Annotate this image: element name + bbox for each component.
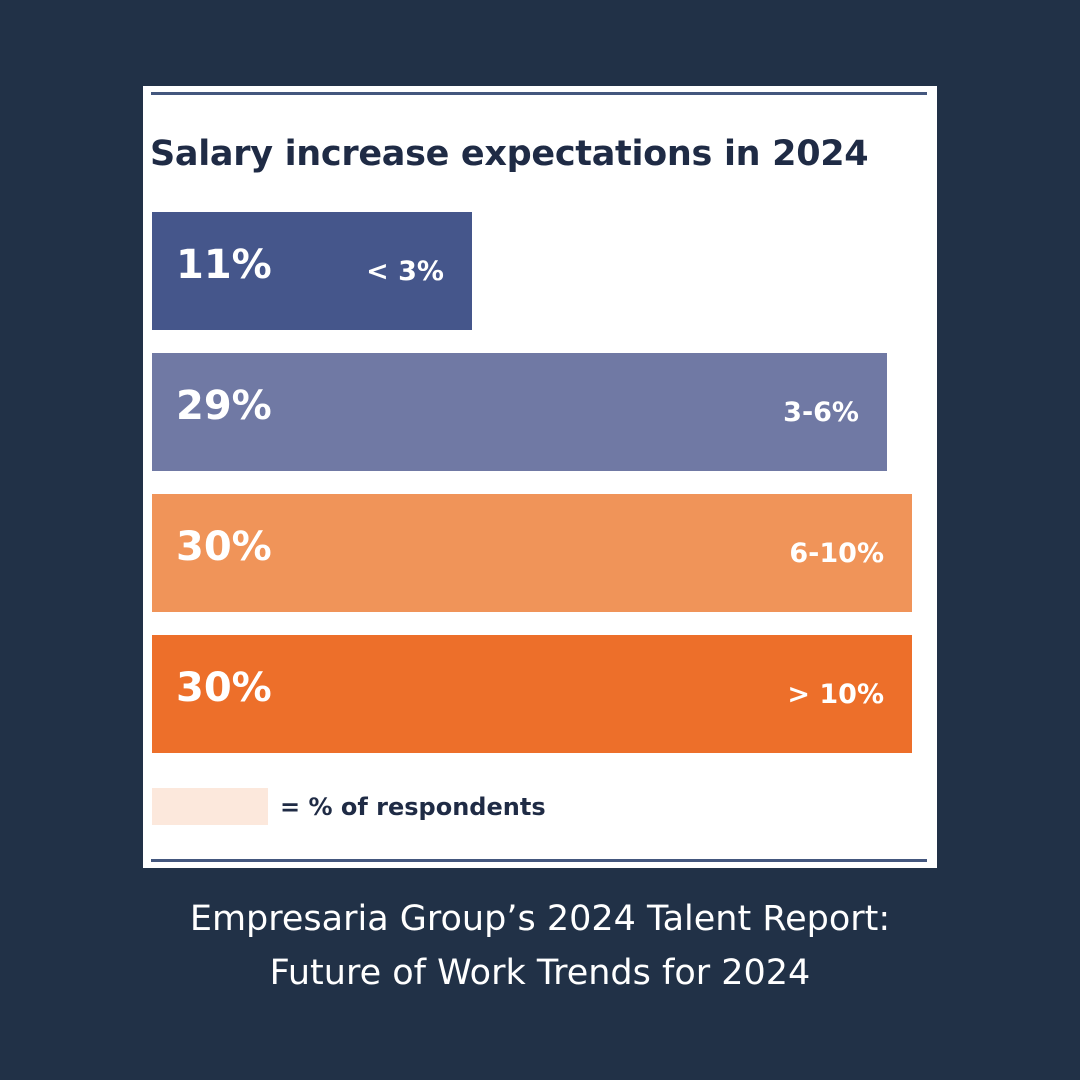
legend-label: = % of respondents xyxy=(280,793,546,821)
bar-1: 11% < 3% xyxy=(152,212,472,330)
bar-category-label: 3-6% xyxy=(783,397,859,428)
caption: Empresaria Group’s 2024 Talent Report: F… xyxy=(0,892,1080,1000)
bar-4: 30% > 10% xyxy=(152,635,912,753)
bar-2: 29% 3-6% xyxy=(152,353,887,471)
chart-title: Salary increase expectations in 2024 xyxy=(150,134,869,174)
caption-line-1: Empresaria Group’s 2024 Talent Report: xyxy=(189,899,891,939)
bar-category-label: < 3% xyxy=(366,256,444,287)
bar-category-label: 6-10% xyxy=(789,538,884,569)
chart-card: Salary increase expectations in 2024 11%… xyxy=(143,86,937,868)
bottom-rule xyxy=(151,859,927,862)
bar-value-label: 11% xyxy=(176,242,272,288)
bar-value-label: 29% xyxy=(176,383,272,429)
top-rule xyxy=(151,92,927,95)
caption-line-2: Future of Work Trends for 2024 xyxy=(269,953,811,993)
bar-value-label: 30% xyxy=(176,665,272,711)
bar-value-label: 30% xyxy=(176,524,272,570)
bar-chart: 11% < 3% 29% 3-6% 30% 6-10% 30% > 10% xyxy=(152,212,912,753)
legend-swatch xyxy=(152,788,268,825)
bar-3: 30% 6-10% xyxy=(152,494,912,612)
bar-category-label: > 10% xyxy=(787,679,884,710)
